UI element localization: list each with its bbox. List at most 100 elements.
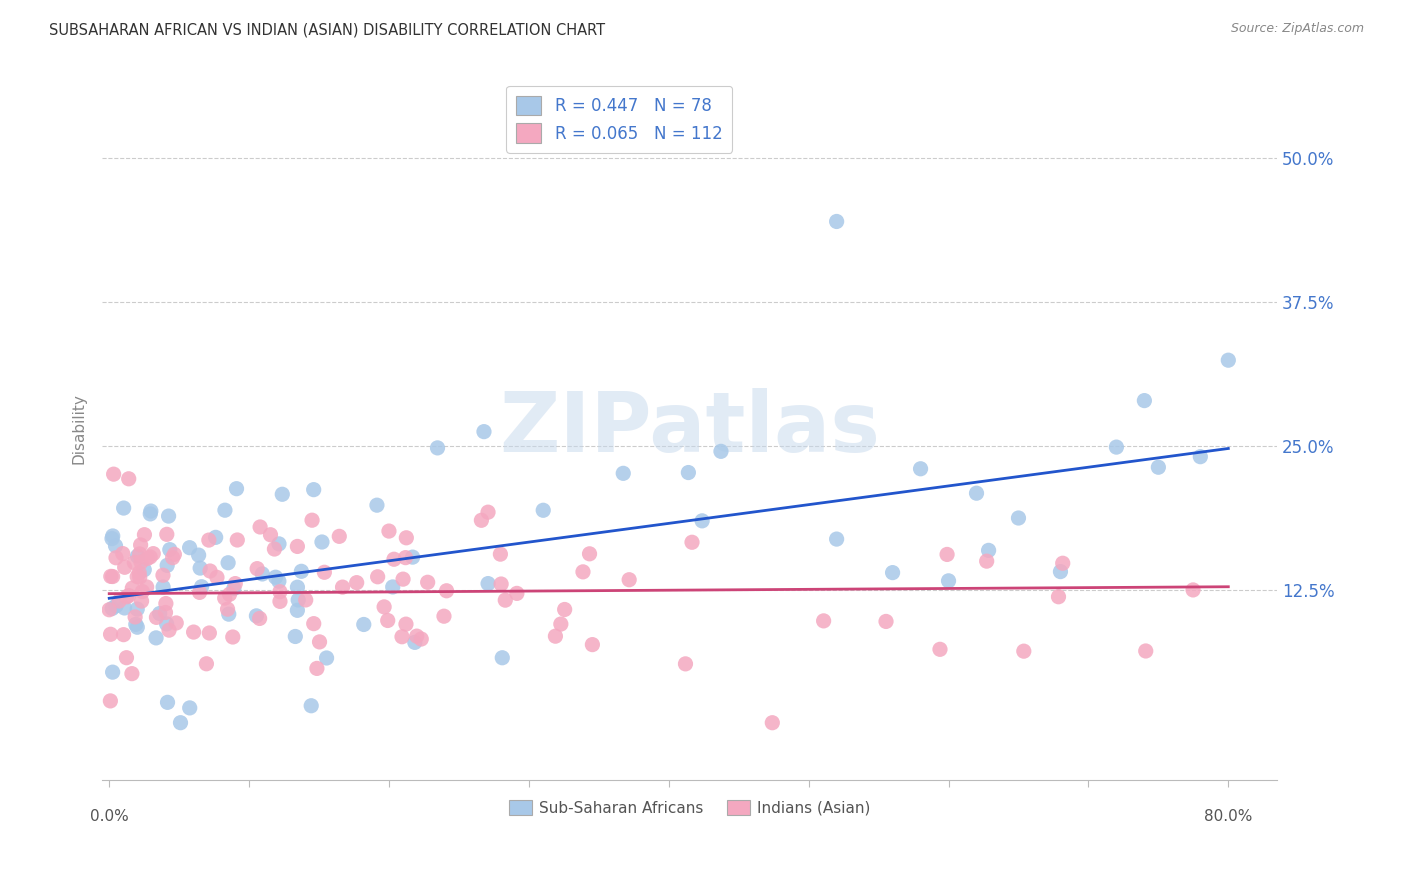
Point (315, 651, 337, 665)
Point (155, 597, 177, 611)
Text: ZIPatlas: ZIPatlas (499, 388, 880, 469)
Point (159, 542, 181, 557)
Point (246, 561, 269, 575)
Point (204, 530, 226, 544)
Point (813, 614, 835, 628)
Point (139, 549, 162, 564)
Point (188, 561, 211, 575)
Point (101, 665, 124, 680)
Point (477, 505, 499, 519)
Point (290, 564, 312, 578)
Point (145, 631, 167, 645)
Point (121, 581, 143, 595)
Point (332, 580, 354, 594)
Point (263, 541, 285, 556)
Point (305, 661, 328, 675)
Point (294, 593, 316, 607)
Point (214, 503, 236, 517)
Point (125, 617, 148, 632)
Point (472, 425, 495, 439)
Point (101, 532, 124, 546)
Point (678, 466, 700, 480)
Point (405, 629, 427, 643)
Point (259, 527, 281, 541)
Point (134, 563, 156, 577)
Point (252, 566, 274, 581)
Point (373, 599, 395, 614)
Point (287, 540, 309, 554)
Point (1218, 353, 1240, 368)
Point (267, 574, 290, 589)
Point (225, 482, 247, 496)
Point (127, 602, 149, 616)
Point (825, 532, 848, 546)
Point (98, 603, 121, 617)
Point (156, 695, 179, 709)
Point (156, 527, 179, 541)
Point (222, 630, 245, 644)
Point (111, 547, 134, 561)
Point (1147, 460, 1170, 475)
Point (121, 666, 143, 681)
Point (135, 580, 157, 594)
Point (1135, 644, 1157, 658)
Point (494, 593, 516, 607)
Point (572, 565, 595, 579)
Point (145, 610, 167, 624)
Point (1012, 644, 1035, 658)
Point (506, 586, 529, 600)
Point (101, 601, 124, 615)
Point (269, 594, 291, 608)
Point (328, 529, 350, 543)
Point (104, 539, 127, 553)
Point (187, 548, 209, 562)
Point (308, 635, 330, 649)
Point (155, 606, 177, 620)
Point (205, 570, 228, 584)
Point (1189, 450, 1212, 464)
Text: 0.0%: 0.0% (90, 809, 128, 824)
Point (311, 535, 333, 549)
Point (100, 694, 122, 708)
Point (127, 549, 149, 564)
Point (131, 594, 153, 608)
Point (249, 520, 271, 534)
Point (198, 626, 221, 640)
Point (149, 607, 172, 621)
Point (217, 602, 239, 616)
Point (761, 715, 783, 730)
Point (152, 568, 174, 582)
Point (395, 617, 418, 632)
Point (302, 616, 325, 631)
Point (128, 566, 150, 580)
Point (1047, 590, 1070, 604)
Point (195, 657, 218, 671)
Point (489, 577, 512, 591)
Point (134, 527, 156, 541)
Point (163, 547, 186, 561)
Point (218, 607, 240, 622)
Point (929, 642, 952, 657)
Point (142, 547, 165, 561)
Point (287, 593, 309, 607)
Point (198, 533, 221, 547)
Point (188, 585, 211, 599)
Point (112, 501, 135, 516)
Point (554, 602, 576, 616)
Point (1133, 393, 1156, 408)
Point (115, 650, 138, 665)
Point (100, 627, 122, 641)
Point (491, 650, 513, 665)
Point (218, 587, 240, 601)
Point (127, 569, 149, 583)
Point (825, 214, 848, 228)
Point (882, 566, 904, 580)
Point (100, 569, 122, 583)
Point (271, 487, 294, 501)
Point (377, 614, 399, 628)
Point (416, 575, 439, 590)
Point (381, 580, 404, 594)
Point (157, 509, 180, 524)
Point (710, 444, 733, 458)
Point (105, 599, 128, 613)
